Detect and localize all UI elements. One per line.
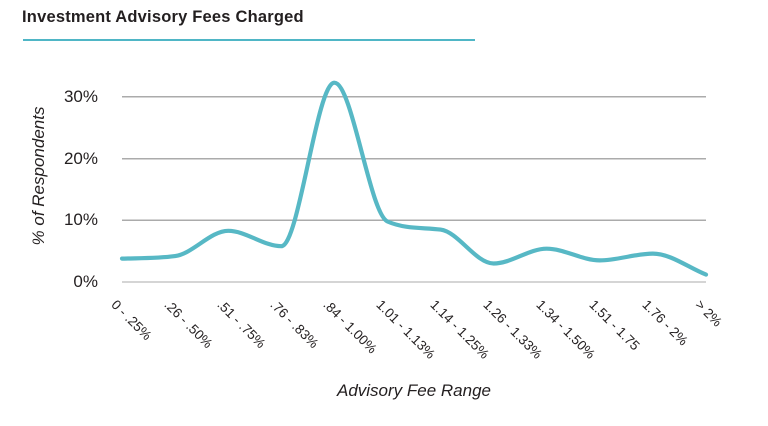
title-underline-rule [23, 39, 475, 41]
plot-area [119, 80, 709, 283]
x-tick-label: 1.76 - 2% [639, 297, 691, 349]
y-tick-label: 0% [73, 272, 98, 291]
y-tick-label: 10% [63, 210, 98, 230]
fee-distribution-line [119, 80, 709, 277]
x-tick-label: 1.51 - 1.75 [586, 297, 643, 354]
x-tick-label: > 2% [692, 297, 726, 330]
x-tick-label: .51 - .75% [214, 297, 269, 352]
x-axis-title: Advisory Fee Range [336, 381, 492, 400]
x-tick-label: .76 - .83% [267, 297, 322, 352]
page-title: Investment Advisory Fees Charged [22, 8, 304, 26]
x-tick-label: .84 - 1.00% [320, 297, 381, 357]
x-tick-label: .26 - .50% [161, 297, 216, 352]
y-tick-label: 20% [63, 148, 98, 168]
y-tick-label: 30% [63, 86, 98, 106]
x-tick-label: 0 - .25% [108, 297, 155, 344]
